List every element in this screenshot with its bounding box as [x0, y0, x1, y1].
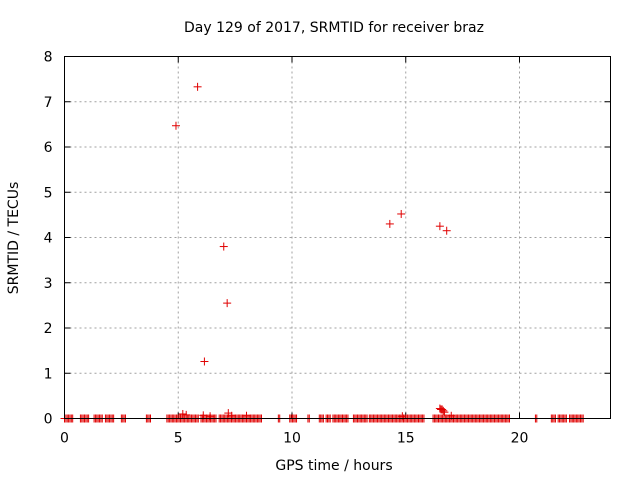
x-axis-label: GPS time / hours: [275, 458, 392, 474]
y-tick-label: 4: [44, 231, 53, 247]
y-tick-label: 6: [44, 140, 53, 156]
x-tick-label: 10: [283, 431, 301, 447]
y-tick-label: 0: [44, 412, 53, 428]
x-tick-label: 20: [511, 431, 529, 447]
data-point: [200, 357, 209, 366]
data-point: [178, 409, 187, 418]
y-tick-label: 1: [44, 366, 53, 382]
data-point: [440, 408, 449, 417]
data-point: [435, 222, 444, 231]
data-point: [442, 226, 451, 235]
axis-ticks: 0 1 2 3 4 5 6 7 8 0 5 10 15 20: [44, 50, 611, 447]
y-tick-label: 7: [44, 95, 53, 111]
data-point: [435, 404, 444, 413]
data-point: [385, 219, 394, 228]
data-point: [223, 299, 232, 308]
plot-frame: [64, 56, 611, 419]
y-tick-label: 3: [44, 276, 53, 292]
grid: [64, 56, 611, 419]
data-point: [439, 406, 448, 415]
data-point: [193, 82, 202, 91]
data-points: [60, 82, 588, 423]
y-tick-label: 2: [44, 321, 53, 337]
x-tick-label: 15: [397, 431, 415, 447]
y-axis-label: SRMTID / TECUs: [6, 182, 22, 295]
x-tick-label: 5: [174, 431, 183, 447]
data-point: [199, 411, 208, 420]
data-point: [397, 209, 406, 218]
chart-title: Day 129 of 2017, SRMTID for receiver bra…: [184, 20, 484, 36]
y-tick-label: 5: [44, 185, 53, 201]
x-tick-label: 0: [60, 431, 69, 447]
data-point: [182, 410, 191, 419]
data-point: [219, 242, 228, 251]
y-tick-label: 8: [44, 50, 53, 66]
data-point: [171, 121, 180, 130]
